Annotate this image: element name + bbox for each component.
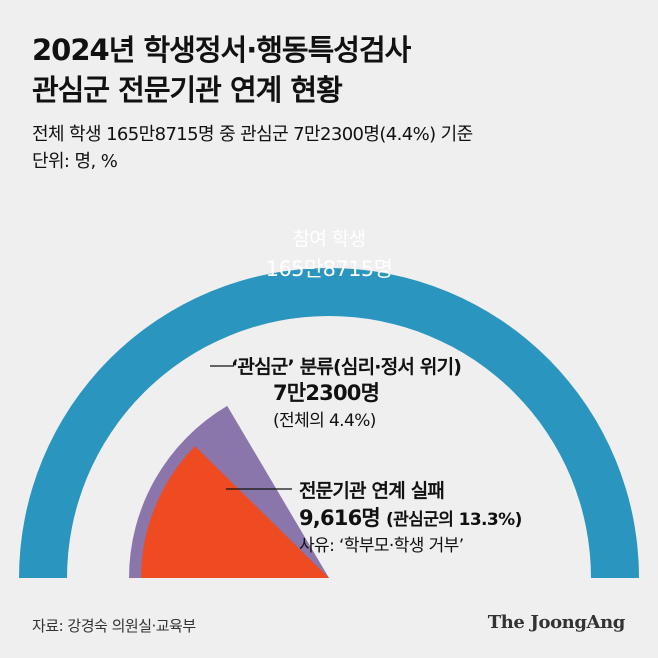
total-participants-arc (19, 268, 639, 578)
connection-failure-wedge (141, 446, 329, 578)
concern-label-name: ‘관심군’ 분류(심리·정서 위기) (231, 356, 461, 378)
title-line-2: 관심군 전문기관 연계 현황 (32, 73, 343, 107)
failure-label-name: 전문기관 연계 실패 (299, 480, 444, 502)
failure-label-reason: 사유: ‘학부모·학생 거부’ (299, 536, 464, 556)
chart-subtitle: 전체 학생 165만8715명 중 관심군 7만2300명(4.4%) 기준 (32, 124, 473, 145)
concern-label-value: 7만2300명 (273, 381, 379, 405)
failure-value: 9,616명 (299, 506, 380, 530)
source-note: 자료: 강경숙 의원실·교육부 (32, 617, 196, 635)
failure-percent: (관심군의 13.3%) (386, 510, 522, 530)
total-label-value: 165만8715명 (266, 257, 393, 281)
title-line-1: 2024년 학생정서·행동특성검사 (32, 33, 411, 67)
chart-title: 2024년 학생정서·행동특성검사 관심군 전문기관 연계 현황 (32, 30, 411, 110)
concern-label-percent: (전체의 4.4%) (273, 411, 376, 431)
unit-label: 단위: 명, % (32, 151, 118, 172)
total-label-name: 참여 학생 (293, 228, 366, 250)
brand-logo: The JoongAng (487, 612, 626, 633)
failure-label-value: 9,616명 (관심군의 13.3%) (299, 506, 522, 530)
